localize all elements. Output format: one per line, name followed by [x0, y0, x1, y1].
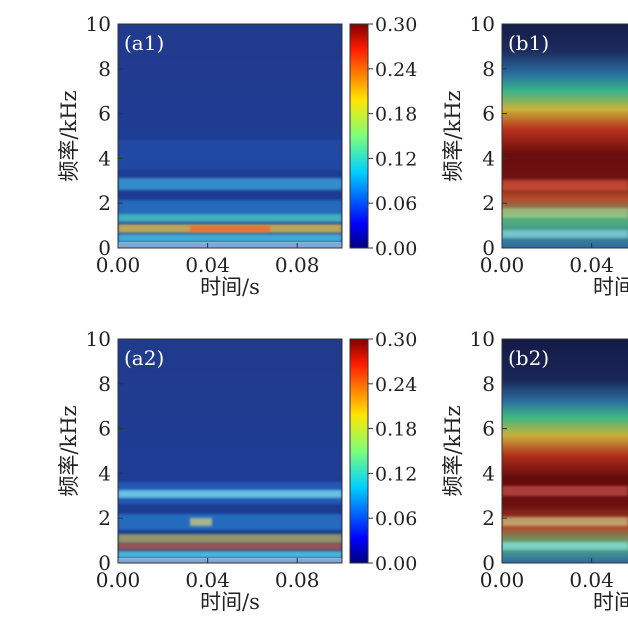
x-tick-label: 0.00: [96, 253, 141, 277]
panel-b2: (b2): [501, 338, 628, 564]
y-tick-label: 8: [482, 57, 495, 81]
x-axis-label: 时间: [593, 590, 628, 614]
axes-a1: 0 2 4 6 8 10 0.00 0.04 0.08 时间/s 频率/kHz 0.00 0.06 0.1…: [57, 12, 417, 299]
band-b1-1p5khz: [502, 208, 628, 218]
axes-a2: 0 2 4 6 8 10 0.00 0.04 0.08 时间/s 频率/kHz 0.00 0.06 0.1…: [57, 327, 417, 614]
colorbar-tick-label: 0.06: [375, 193, 417, 215]
x-tick-label: 0.00: [480, 253, 525, 277]
colorbar-tick-label: 0.30: [375, 329, 417, 351]
colorbar-a1: [349, 23, 369, 249]
heatmap-a2-bands: [118, 482, 342, 563]
panel-a2: (a2): [117, 338, 369, 564]
x-tick-label: 0.08: [275, 253, 320, 277]
x-axis-label: 时间: [593, 275, 628, 299]
panel-label-b1: (b1): [508, 31, 549, 55]
axes-layer: 0 2 4 6 8 10 0.00 0.04 0.08 时间/s 频率/kHz 0.00 0.06 0.1…: [57, 12, 628, 614]
band-a1-2p8khz: [118, 178, 342, 190]
x-axis-label: 时间/s: [200, 275, 260, 299]
band-b2-3khz: [502, 486, 628, 496]
panel-label-b2: (b2): [508, 346, 549, 370]
band-b2-0p6khz: [502, 542, 628, 550]
x-tick-label: 0.04: [185, 253, 230, 277]
x-tick-label: 0.00: [96, 568, 141, 592]
band-a2-1khz: [118, 534, 342, 543]
x-tick-label: 0.04: [569, 253, 614, 277]
band-a2-hotspot: [190, 518, 212, 526]
band-a2-0khz: [118, 558, 342, 563]
band-a1-1p2khz: [118, 214, 342, 222]
y-tick-label: 4: [98, 461, 111, 485]
colorbar-tick-label: 0.18: [375, 419, 417, 441]
y-tick-label: 10: [86, 12, 111, 36]
y-axis-label: 频率/kHz: [57, 405, 81, 496]
colorbar-tick-label: 0.00: [375, 553, 417, 575]
panel-label-a2: (a2): [124, 346, 164, 370]
y-tick-label: 6: [482, 102, 495, 126]
plot-frame-a2: [117, 338, 343, 564]
colorbar-tick-label: 0.24: [375, 374, 417, 396]
y-tick-label: 0: [482, 236, 495, 260]
band-a1-0khz: [118, 242, 342, 248]
y-tick-label: 2: [98, 191, 111, 215]
colorbar-tick-label: 0.00: [375, 238, 417, 260]
y-axis-label: 频率/kHz: [441, 90, 465, 181]
y-tick-label: 0: [98, 551, 111, 575]
heatmap-a1-bands: [118, 140, 342, 248]
y-tick-label: 2: [482, 506, 495, 530]
y-tick-label: 4: [482, 146, 495, 170]
colorbar-tick-label: 0.12: [375, 463, 417, 485]
band-a2-1p8khz: [118, 514, 342, 530]
y-axis-label: 频率/kHz: [441, 405, 465, 496]
x-axis-label: 时间/s: [200, 590, 260, 614]
x-tick-label: 0.08: [275, 568, 320, 592]
band-b1-3khz: [502, 180, 628, 190]
band-a1-hotspot: [190, 226, 270, 232]
colorbar-tick-label: 0.18: [375, 104, 417, 126]
band-a1-4khz: [118, 140, 342, 170]
y-tick-label: 6: [482, 417, 495, 441]
panel-b1: (b1): [501, 23, 628, 249]
colorbar-tick-label: 0.24: [375, 59, 417, 81]
y-tick-label: 4: [98, 146, 111, 170]
panel-label-a1: (a1): [124, 31, 164, 55]
x-tick-label: 0.04: [569, 568, 614, 592]
y-tick-label: 8: [482, 372, 495, 396]
y-tick-label: 10: [470, 327, 495, 351]
y-tick-label: 0: [98, 236, 111, 260]
plot-frame-b1: [501, 23, 628, 249]
band-a2-0p3khz: [118, 551, 342, 558]
heatmap-b1-bands: [502, 180, 628, 238]
y-tick-label: 8: [98, 372, 111, 396]
panel-a1: (a1): [117, 23, 369, 249]
y-tick-label: 6: [98, 417, 111, 441]
plot-frame-a1: [117, 23, 343, 249]
x-tick-label: 0.00: [480, 568, 525, 592]
y-tick-label: 8: [98, 57, 111, 81]
band-b2-1p8khz: [502, 517, 628, 526]
colorbar-tick-label: 0.30: [375, 14, 417, 36]
plot-frame-b2: [501, 338, 628, 564]
colorbar-a2: [349, 338, 369, 564]
y-tick-label: 2: [98, 506, 111, 530]
y-tick-label: 0: [482, 551, 495, 575]
band-b1-0p6khz: [502, 230, 628, 238]
heatmap-b2-bands: [502, 486, 628, 550]
y-tick-label: 10: [470, 12, 495, 36]
y-axis-label: 频率/kHz: [57, 90, 81, 181]
y-tick-label: 6: [98, 102, 111, 126]
heatmap-b2-background: [502, 339, 628, 563]
colorbar-tick-label: 0.06: [375, 508, 417, 530]
band-a1-0p4khz: [118, 234, 342, 242]
band-a2-3p2khz: [118, 490, 342, 498]
y-tick-label: 2: [482, 191, 495, 215]
x-tick-label: 0.04: [185, 568, 230, 592]
colorbar-tick-label: 0.12: [375, 148, 417, 170]
y-tick-label: 4: [482, 461, 495, 485]
y-tick-label: 10: [86, 327, 111, 351]
band-a2-0p5khz: [118, 543, 342, 550]
